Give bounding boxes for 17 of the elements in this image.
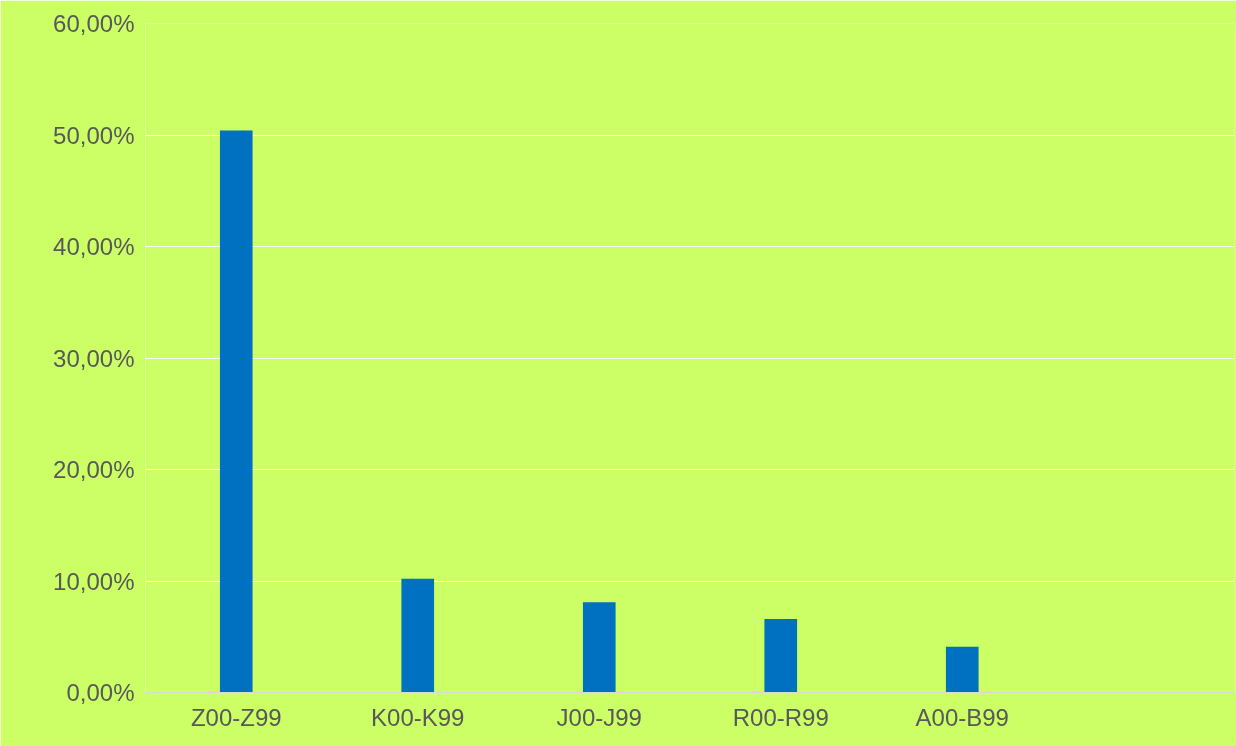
y-tick-label: 0,00% [66, 679, 135, 706]
y-tick-label: 50,00% [53, 121, 135, 149]
x-tick-label: R00-R99 [732, 703, 829, 731]
y-tick-label: 40,00% [53, 233, 135, 260]
y-tick-label: 30,00% [53, 344, 135, 372]
y-tick-label: 20,00% [53, 456, 135, 483]
bar [401, 578, 435, 693]
x-tick-label: K00-K99 [371, 703, 465, 731]
y-tick-label: 60,00% [53, 10, 135, 37]
y-tick-label: 10,00% [53, 567, 135, 595]
x-tick-label: Z00-Z99 [190, 703, 282, 731]
x-tick-label: A00-B99 [915, 703, 1009, 731]
bar [764, 618, 798, 693]
bar [945, 646, 979, 693]
bar [582, 602, 616, 693]
bar [219, 130, 253, 693]
x-tick-label: J00-J99 [556, 703, 642, 731]
